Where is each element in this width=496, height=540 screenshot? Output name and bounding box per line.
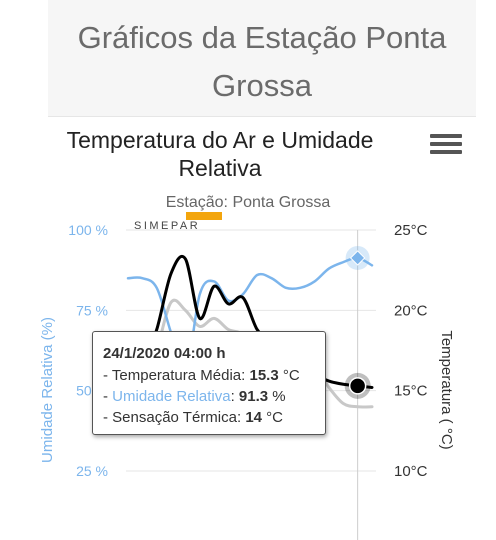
temperature-marker [348, 377, 367, 395]
left-tick-label: 75 % [76, 302, 108, 318]
chart-title: Temperatura do Ar e Umidade Relativa [40, 126, 400, 182]
chart-menu-button[interactable] [430, 134, 462, 162]
chart-plot: 100 %75 %50 %25 %25°C20°C15°C10°CUmidade… [39, 222, 455, 540]
tooltip-date: 24/1/2020 04:00 h [103, 345, 226, 362]
tooltip-prefix: - [103, 409, 113, 426]
logo-accent-bar [186, 212, 222, 220]
right-tick-label: 20°C [394, 302, 428, 319]
right-tick-label: 10°C [394, 463, 428, 480]
tooltip-sep: : [241, 367, 250, 384]
chart-subtitle: Estação: Ponta Grossa [165, 194, 331, 211]
tooltip-label: Sensação Térmica [112, 409, 237, 426]
series-humidity-line [126, 256, 374, 377]
left-tick-label: 25 % [76, 463, 108, 479]
left-tick-label: 100 % [68, 222, 108, 238]
tooltip-unit: °C [262, 409, 283, 426]
tooltip-value: 91.3 [238, 388, 269, 405]
tooltip-value: 15.3 [249, 367, 279, 384]
tooltip-label: Temperatura Média [111, 367, 242, 384]
tooltip-unit: °C [278, 367, 300, 384]
humidity-marker [349, 250, 366, 266]
tooltip-sep: : [236, 409, 246, 426]
hamburger-icon-bar [430, 150, 462, 154]
tooltip-row-temperature: - Temperatura Média: 15.3 °C [103, 367, 300, 384]
page-header: Gráficos da Estação Ponta Grossa [48, 0, 476, 117]
tooltip-unit: % [268, 388, 286, 405]
tooltip-prefix: - [103, 367, 112, 384]
hamburger-icon-bar [430, 134, 462, 138]
hamburger-icon-bar [430, 142, 462, 146]
page-title: Gráficos da Estação Ponta Grossa [48, 14, 476, 110]
chart-title-line2: Relativa [178, 155, 262, 181]
tooltip-sep: : [230, 388, 239, 405]
chart-title-line1: Temperatura do Ar e Umidade [66, 127, 374, 153]
chart-tooltip: 24/1/2020 04:00 h - Temperatura Média: 1… [92, 331, 326, 435]
simepar-logo: SIMEPAR [134, 212, 222, 232]
page-title-line2: Grossa [212, 68, 312, 103]
tooltip-label: Umidade Relativa [112, 388, 231, 405]
left-axis-title: Umidade Relativa (%) [39, 317, 56, 463]
chart-container: 100 %75 %50 %25 %25°C20°C15°C10°CUmidade… [0, 118, 496, 540]
right-tick-label: 15°C [394, 383, 428, 400]
right-tick-label: 25°C [394, 222, 428, 239]
page-title-line1: Gráficos da Estação Ponta [77, 20, 447, 55]
tooltip-row-sensation: - Sensação Térmica: 14 °C [103, 409, 283, 426]
tooltip-value: 14 [245, 409, 262, 426]
logo-text: SIMEPAR [134, 220, 200, 232]
tooltip-row-humidity: - Umidade Relativa: 91.3 % [103, 388, 286, 405]
series-temperature-line [126, 254, 374, 389]
tooltip-prefix: - [103, 388, 113, 405]
right-axis-title: Temperatura ( °C) [438, 330, 455, 449]
